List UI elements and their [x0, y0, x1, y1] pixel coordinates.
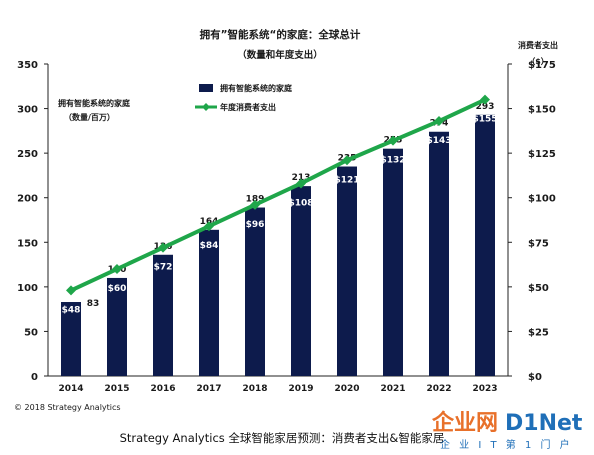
bar — [107, 277, 127, 376]
line-point — [66, 285, 76, 296]
watermark: 企业网 D1Net 企 业 I T 第 1 门 户 — [431, 410, 583, 451]
right-axis-label-line2: （$） — [527, 56, 549, 66]
right-tick-label: $25 — [528, 327, 549, 338]
line-value-label: $132 — [380, 156, 405, 166]
legend: 拥有智能系统的家庭 年度消费者支出 — [195, 83, 293, 112]
bar — [245, 207, 265, 376]
x-tick-label: 2020 — [334, 384, 359, 394]
x-tick-label: 2014 — [58, 384, 83, 394]
bar — [383, 148, 403, 376]
x-tick-label: 2016 — [150, 384, 175, 394]
x-tick-label: 2021 — [380, 384, 405, 394]
left-tick-label: 50 — [24, 327, 38, 338]
bar-value-label: 293 — [476, 102, 495, 112]
line-value-label: $72 — [154, 263, 173, 273]
line-point — [388, 135, 398, 146]
legend-line-marker — [202, 103, 210, 111]
right-tick-label: $0 — [528, 372, 542, 383]
left-axis-label-line2: （数量/百万） — [64, 112, 115, 122]
spending-line — [70, 97, 486, 293]
line-series: $48 $60 $72 $84 $96 $108 $121 $132 $143 $155 — [62, 94, 498, 315]
left-tick-label: 150 — [17, 238, 38, 249]
watermark-main: 企业网 — [431, 410, 498, 436]
line-point — [112, 264, 122, 275]
watermark-sub: 企 业 I T 第 1 门 户 — [440, 438, 573, 451]
bar-value-label: 83 — [87, 299, 100, 309]
line-point — [434, 116, 444, 127]
right-axis-label-line1: 消费者支出 — [518, 40, 558, 50]
bar — [61, 302, 81, 376]
caption: Strategy Analytics 全球智能家居预测：消费者支出&智能家居 — [120, 431, 445, 445]
left-tick-label: 200 — [17, 194, 38, 205]
line-value-label: $96 — [246, 220, 265, 230]
watermark-net: D1Net — [505, 411, 583, 436]
copyright: © 2018 Strategy Analytics — [14, 403, 121, 412]
legend-bar-label: 拥有智能系统的家庭 — [220, 83, 293, 93]
line-point — [480, 94, 490, 105]
line-point — [250, 199, 260, 210]
legend-line-label: 年度消费者支出 — [220, 102, 276, 112]
bar — [291, 186, 311, 376]
x-tick-label: 2023 — [472, 384, 497, 394]
line-value-label: $143 — [426, 136, 451, 146]
bar — [475, 114, 495, 376]
bar — [337, 166, 357, 376]
right-tick-label: $50 — [528, 283, 549, 294]
line-point — [158, 242, 168, 253]
bar — [429, 131, 449, 376]
bar-value-label: 213 — [292, 173, 311, 183]
legend-bar-swatch — [199, 84, 213, 92]
left-tick-label: 300 — [17, 105, 38, 116]
left-axis-label-line1: 拥有智能系统的家庭 — [58, 98, 131, 108]
line-value-label: $48 — [62, 305, 81, 315]
line-value-label: $84 — [200, 241, 219, 251]
chart-subtitle: （数量和年度支出） — [237, 49, 323, 61]
line-value-label: $121 — [334, 175, 359, 185]
line-value-label: $60 — [108, 284, 127, 294]
line-point — [296, 178, 306, 189]
bar — [199, 229, 219, 376]
left-tick-label: 100 — [17, 283, 38, 294]
line-point — [342, 155, 352, 166]
line-value-label: $108 — [288, 198, 313, 208]
left-tick-label: 0 — [31, 372, 38, 383]
x-tick-label: 2019 — [288, 384, 313, 394]
right-tick-label: $100 — [528, 194, 556, 205]
bar — [153, 254, 173, 376]
right-tick-label: $150 — [528, 105, 556, 116]
x-tick-label: 2022 — [426, 384, 451, 394]
x-tick-label: 2018 — [242, 384, 267, 394]
x-tick-label: 2017 — [196, 384, 221, 394]
x-tick-label: 2015 — [104, 384, 129, 394]
bar-value-label: 189 — [246, 195, 265, 205]
right-tick-label: $125 — [528, 149, 556, 160]
chart-title: 拥有”智能系统“的家庭：全球总计 — [200, 28, 361, 41]
axes: 0 50 100 150 200 250 300 350 $0 $25 $50 $75 $100 $125… — [17, 60, 556, 394]
left-tick-label: 350 — [17, 60, 38, 71]
line-point — [204, 221, 214, 232]
right-tick-label: $75 — [528, 238, 549, 249]
right-tick-label: $175 — [528, 60, 556, 71]
left-tick-label: 250 — [17, 149, 38, 160]
line-value-label: $155 — [472, 115, 497, 125]
